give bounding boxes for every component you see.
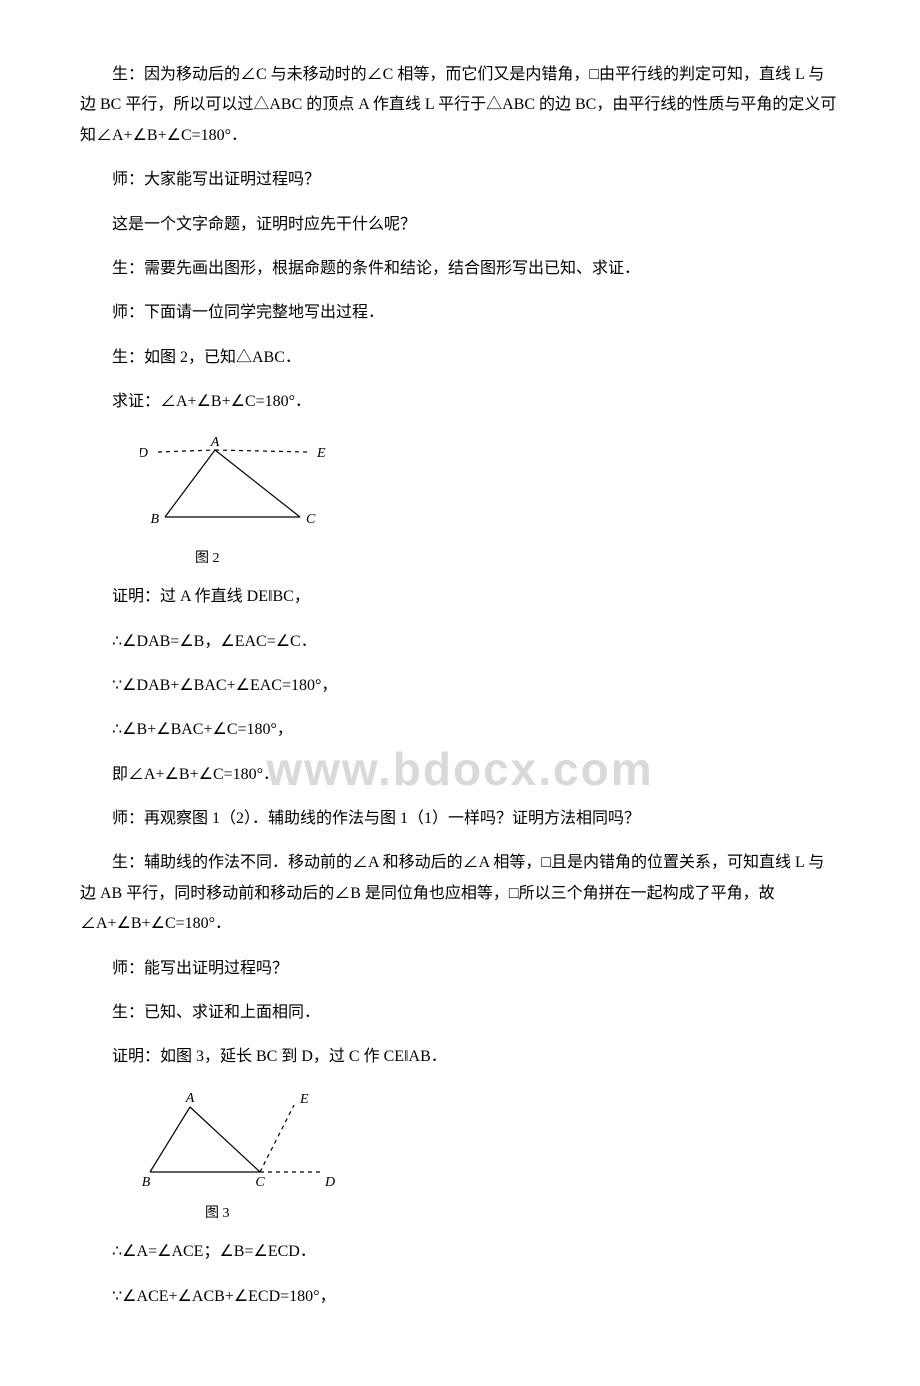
svg-text:E: E: [316, 446, 326, 461]
paragraph: 证明：如图 3，延长 BC 到 D，过 C 作 CE‖AB．: [80, 1042, 840, 1072]
paragraph: ∵∠DAB+∠BAC+∠EAC=180°，: [80, 671, 840, 701]
figure-3-svg: A E B C D: [140, 1087, 350, 1197]
paragraph: ∴∠DAB=∠B，∠EAC=∠C．: [80, 627, 840, 657]
figure-3-caption: 图 3: [205, 1201, 840, 1228]
paragraph: 证明：过 A 作直线 DE‖BC，: [80, 582, 840, 612]
paragraph: 师：再观察图 1（2）．辅助线的作法与图 1（1）一样吗？证明方法相同吗？: [80, 804, 840, 834]
svg-text:A: A: [210, 435, 220, 450]
paragraph: 生：因为移动后的∠C 与未移动时的∠C 相等，而它们又是内错角，□由平行线的判定…: [80, 60, 840, 151]
paragraph: 师：大家能写出证明过程吗？: [80, 165, 840, 195]
svg-text:D: D: [140, 446, 148, 461]
paragraph: 生：需要先画出图形，根据命题的条件和结论，结合图形写出已知、求证．: [80, 254, 840, 284]
paragraph: ∵∠ACE+∠ACB+∠ECD=180°，: [80, 1282, 840, 1312]
page: www.bdocx.com 生：因为移动后的∠C 与未移动时的∠C 相等，而它们…: [80, 60, 840, 1312]
svg-text:B: B: [142, 1175, 151, 1190]
paragraph: ∴∠B+∠BAC+∠C=180°，: [80, 715, 840, 745]
svg-text:E: E: [299, 1092, 309, 1107]
svg-text:B: B: [150, 512, 159, 527]
figure-2-svg: D A E B C: [140, 432, 340, 542]
paragraph: 生：如图 2，已知△ABC．: [80, 343, 840, 373]
svg-text:C: C: [255, 1175, 265, 1190]
paragraph: 师：下面请一位同学完整地写出过程．: [80, 298, 840, 328]
svg-text:C: C: [306, 512, 316, 527]
svg-text:A: A: [185, 1091, 195, 1106]
paragraph: 生：辅助线的作法不同．移动前的∠A 和移动后的∠A 相等，□且是内错角的位置关系…: [80, 848, 840, 939]
paragraph: 即∠A+∠B+∠C=180°．: [80, 760, 840, 790]
paragraph: 这是一个文字命题，证明时应先干什么呢？: [80, 210, 840, 240]
figure-2: D A E B C 图 2: [140, 432, 840, 573]
svg-text:D: D: [324, 1175, 335, 1190]
paragraph: 师：能写出证明过程吗？: [80, 954, 840, 984]
paragraph: 求证：∠A+∠B+∠C=180°．: [80, 387, 840, 417]
content-body: 生：因为移动后的∠C 与未移动时的∠C 相等，而它们又是内错角，□由平行线的判定…: [80, 60, 840, 1312]
paragraph: ∴∠A=∠ACE；∠B=∠ECD．: [80, 1237, 840, 1267]
figure-3: A E B C D 图 3: [140, 1087, 840, 1228]
figure-2-caption: 图 2: [195, 546, 840, 573]
paragraph: 生：已知、求证和上面相同．: [80, 998, 840, 1028]
